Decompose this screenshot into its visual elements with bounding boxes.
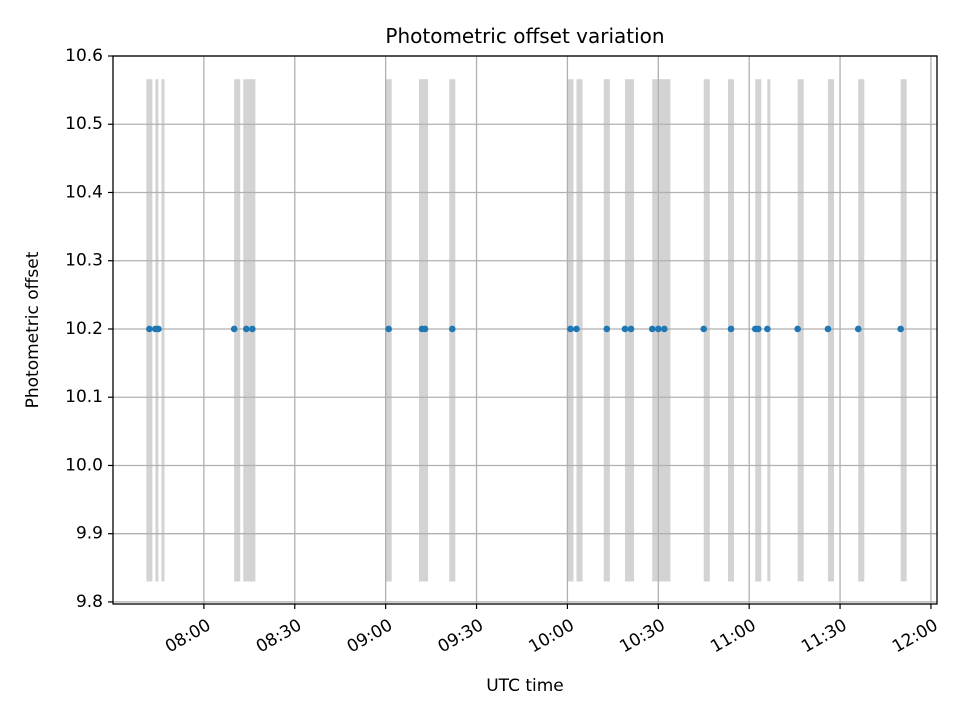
band-20 <box>900 79 907 582</box>
data-point-14 <box>627 325 635 333</box>
data-point-3 <box>230 325 238 333</box>
points-layer <box>146 325 904 333</box>
data-point-19 <box>727 325 735 333</box>
y-tick-label-6: 10.4 <box>65 182 103 202</box>
data-point-4 <box>242 325 250 333</box>
data-point-23 <box>794 325 801 333</box>
x-tick-label-5: 10:30 <box>616 615 668 657</box>
data-point-0 <box>146 325 153 333</box>
data-point-18 <box>700 325 708 333</box>
data-point-10 <box>567 325 574 333</box>
data-point-17 <box>661 325 668 333</box>
x-tick-label-4: 10:00 <box>525 615 577 657</box>
data-point-25 <box>854 325 862 333</box>
y-tick-label-3: 10.1 <box>65 387 103 407</box>
band-2 <box>161 79 165 582</box>
y-axis-title: Photometric offset <box>23 251 43 408</box>
band-17 <box>797 79 804 582</box>
data-point-6 <box>385 325 392 333</box>
data-point-8 <box>421 325 429 333</box>
data-point-24 <box>824 325 832 333</box>
x-tick-label-8: 12:00 <box>889 615 941 657</box>
data-point-15 <box>648 325 656 333</box>
x-tick-label-7: 11:30 <box>798 615 850 657</box>
data-point-11 <box>573 325 580 333</box>
y-tick-label-8: 10.6 <box>65 46 103 66</box>
data-point-9 <box>448 325 456 333</box>
band-18 <box>827 79 834 582</box>
data-point-16 <box>654 325 662 333</box>
y-tick-label-1: 9.9 <box>76 524 103 544</box>
data-point-22 <box>764 325 771 333</box>
x-tick-label-1: 08:30 <box>253 615 305 657</box>
data-point-12 <box>603 325 611 333</box>
y-tick-label-4: 10.2 <box>65 319 103 339</box>
band-3 <box>234 79 241 582</box>
band-13 <box>703 79 710 582</box>
x-tick-label-6: 11:00 <box>707 615 759 657</box>
x-tick-label-0: 08:00 <box>162 615 214 657</box>
x-axis-title: UTC time <box>486 676 564 696</box>
band-12 <box>652 79 671 582</box>
data-point-5 <box>249 325 256 333</box>
x-axis-ticks: 08:00 08:30 09:00 09:30 10:00 10:30 11:00 11:30… <box>162 604 941 657</box>
x-tick-label-3: 09:30 <box>435 615 487 657</box>
plot-frame <box>112 55 938 605</box>
band-9 <box>576 79 583 582</box>
data-point-21 <box>754 325 762 333</box>
y-tick-label-7: 10.5 <box>65 114 103 134</box>
y-axis-ticks: 9.8 9.9 10.0 10.1 10.2 10.3 10.4 10.5 10.6 <box>65 46 113 612</box>
data-point-13 <box>621 325 629 333</box>
y-tick-label-0: 9.8 <box>76 592 103 612</box>
data-point-26 <box>897 325 904 333</box>
chart-title: Photometric offset variation <box>385 24 664 48</box>
y-tick-label-2: 10.0 <box>65 455 103 475</box>
bands-layer <box>146 79 907 582</box>
x-tick-label-2: 09:00 <box>344 615 396 657</box>
y-tick-label-5: 10.3 <box>65 251 103 271</box>
band-19 <box>858 79 865 582</box>
data-point-2 <box>155 325 162 333</box>
band-4 <box>243 79 256 582</box>
